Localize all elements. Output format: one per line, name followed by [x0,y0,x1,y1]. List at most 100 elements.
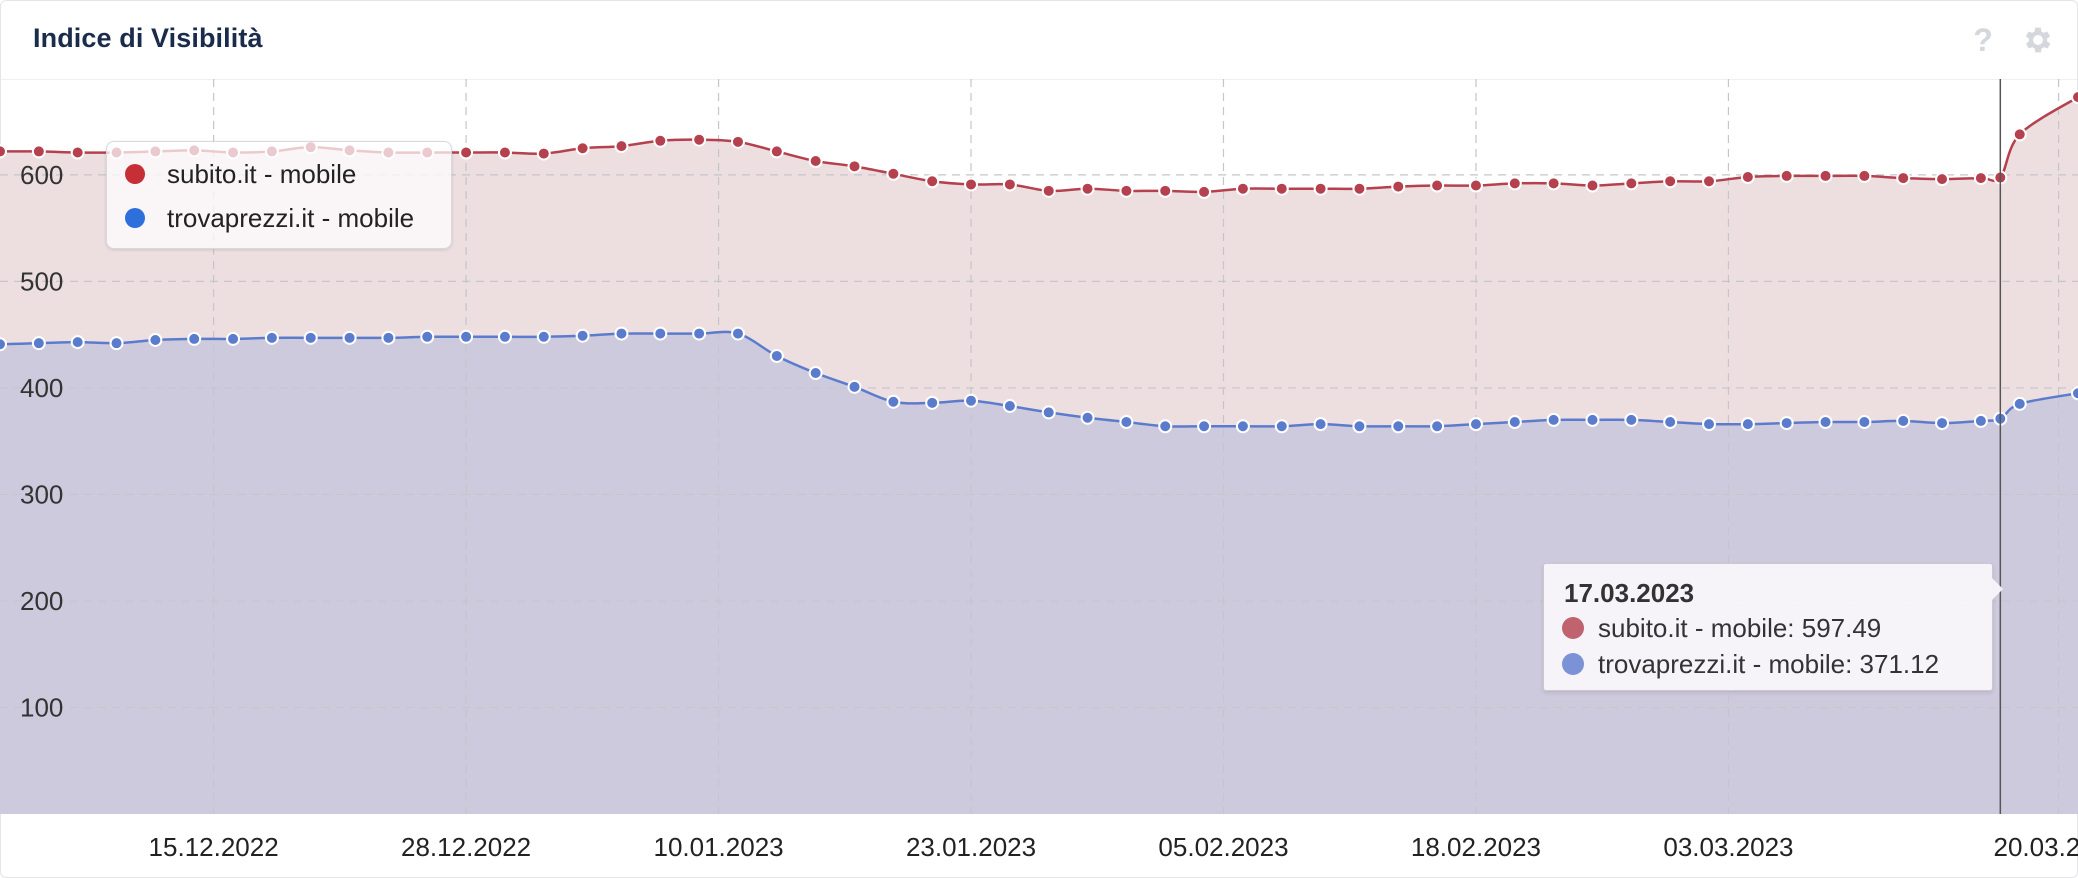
point-trovaprezzi [964,393,979,408]
point-subito [1313,181,1328,196]
point-subito [769,144,784,159]
x-tick-label: 18.02.2023 [1411,832,1541,862]
x-tick-label: 03.03.2023 [1663,832,1793,862]
point-trovaprezzi [575,328,590,343]
card-header: Indice di Visibilità ? [1,1,2077,80]
point-subito [1585,178,1600,193]
point-subito [1352,181,1367,196]
point-trovaprezzi [1274,419,1289,434]
legend-marker-subito [125,164,145,184]
point-trovaprezzi [70,335,85,350]
point-subito [70,145,85,160]
point-subito [1507,176,1522,191]
y-tick-label: 600 [20,160,63,190]
gear-icon-graphic [2025,27,2051,53]
point-trovaprezzi [1313,417,1328,432]
point-trovaprezzi [1468,417,1483,432]
point-subito [536,146,551,161]
point-trovaprezzi [2012,396,2027,411]
legend-item-trovaprezzi[interactable]: trovaprezzi.it - mobile [125,200,414,236]
point-trovaprezzi [1119,415,1134,429]
point-trovaprezzi [1391,419,1406,434]
point-trovaprezzi [226,331,241,346]
point-subito [1468,178,1483,193]
point-subito [730,134,745,149]
x-tick-label: 20.03.2023 [1994,832,2078,862]
y-tick-label: 400 [20,373,63,403]
point-trovaprezzi [381,330,396,345]
point-subito [1740,170,1755,184]
point-trovaprezzi [614,326,629,341]
tooltip-value-trovaprezzi: trovaprezzi.it - mobile: 371.12 [1598,648,1940,679]
point-trovaprezzi [1818,415,1833,429]
point-subito [1158,183,1173,198]
point-subito [459,145,474,160]
point-subito [1080,181,1095,196]
legend-label-subito: subito.it - mobile [167,158,357,189]
point-trovaprezzi [1702,417,1717,432]
point-trovaprezzi [497,329,512,344]
point-subito [1779,168,1794,183]
point-subito [1624,176,1639,191]
legend-marker-trovaprezzi [125,208,145,228]
x-tick-label: 28.12.2022 [401,832,531,862]
point-trovaprezzi [187,331,202,346]
point-trovaprezzi [303,330,318,345]
point-subito [1702,174,1717,189]
point-subito [1274,181,1289,196]
point-trovaprezzi [886,394,901,409]
point-trovaprezzi [1002,399,1017,414]
point-trovaprezzi [420,329,435,344]
tooltip-date: 17.03.2023 [1564,578,1695,608]
point-trovaprezzi [808,366,823,380]
point-subito [2071,90,2078,105]
y-tick-label: 300 [20,479,63,509]
point-subito [2012,127,2027,142]
point-subito [614,139,629,154]
point-subito [847,159,862,174]
point-subito [964,177,979,192]
x-tick-label: 10.01.2023 [653,832,783,862]
point-subito [1857,168,1872,183]
point-trovaprezzi [1041,405,1056,420]
legend-item-subito[interactable]: subito.it - mobile [125,156,356,192]
point-subito [1818,168,1833,183]
point-trovaprezzi [148,332,163,347]
point-subito [1973,171,1988,186]
point-trovaprezzi [1507,415,1522,429]
y-tick-label: 200 [20,586,63,616]
point-subito [1002,177,1017,192]
point-trovaprezzi [1430,419,1445,434]
point-trovaprezzi [1973,413,1988,428]
point-trovaprezzi [31,336,46,351]
tooltip-row-subito: subito.it - mobile: 597.49 [1562,610,1881,646]
legend-label-trovaprezzi: trovaprezzi.it - mobile [167,202,415,233]
point-trovaprezzi [0,337,7,352]
y-tick-label: 500 [20,266,63,296]
chart-legend: subito.it - mobile trovaprezzi.it - mobi… [106,141,452,249]
point-trovaprezzi [1235,419,1250,434]
point-trovaprezzi [1740,417,1755,432]
point-subito [653,133,668,148]
tooltip-marker-subito [1562,617,1584,639]
point-trovaprezzi [1935,416,1950,431]
point-subito [1041,183,1056,198]
point-trovaprezzi [109,336,124,351]
point-subito [886,166,901,181]
point-subito [1546,176,1561,191]
point-subito [575,141,590,156]
point-subito [1119,183,1134,198]
point-trovaprezzi [1624,412,1639,427]
x-tick-label: 05.02.2023 [1158,832,1288,862]
point-trovaprezzi [1663,415,1678,429]
point-subito [1391,179,1406,194]
point-trovaprezzi [1158,419,1173,434]
point-trovaprezzi [1585,412,1600,427]
point-trovaprezzi [692,326,707,341]
point-subito [692,132,707,147]
y-tick-label: 100 [20,692,63,722]
question-mark-icon[interactable]: ? [1973,22,1993,58]
point-subito [1197,184,1212,199]
card-title: Indice di Visibilità [33,23,263,53]
gear-icon[interactable] [2021,23,2055,57]
